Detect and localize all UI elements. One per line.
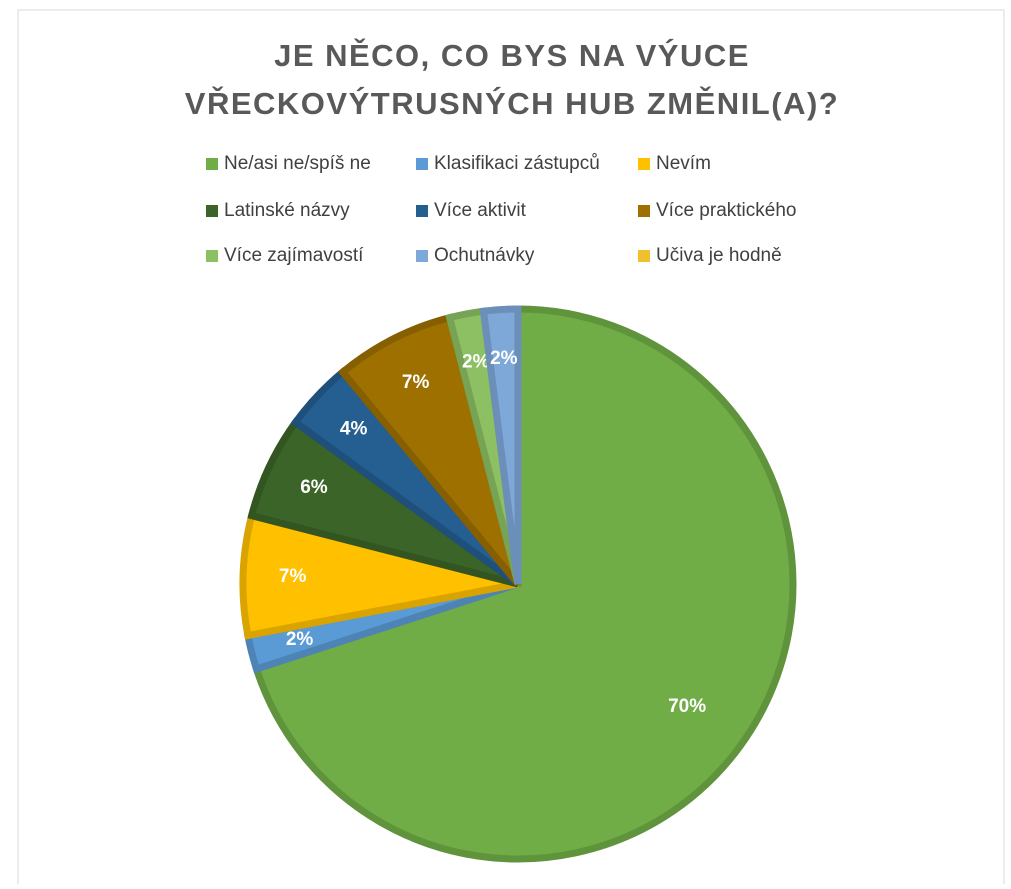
legend-swatch: [638, 205, 650, 217]
legend-label: Nevím: [656, 153, 711, 174]
legend-label: Ne/asi ne/spíš ne: [224, 153, 371, 174]
data-label: 2%: [462, 352, 490, 373]
data-label: 7%: [279, 566, 307, 587]
legend-swatch: [638, 250, 650, 262]
legend-label: Více aktivit: [434, 200, 527, 221]
legend-swatch: [416, 250, 428, 262]
data-label: 6%: [300, 477, 328, 498]
legend-swatch: [206, 205, 218, 217]
legend-label: Více zajímavostí: [224, 245, 364, 266]
data-label: 7%: [402, 372, 430, 393]
legend-label: Klasifikaci zástupců: [434, 153, 600, 174]
data-label: 4%: [340, 419, 368, 440]
data-label: 2%: [286, 629, 314, 650]
legend-label: Latinské názvy: [224, 200, 350, 221]
data-label: 2%: [490, 348, 518, 369]
pie-slice: [252, 305, 797, 863]
legend-label: Více praktického: [656, 200, 796, 221]
legend-swatch: [638, 158, 650, 170]
data-label: 70%: [668, 696, 706, 717]
legend-label: Učiva je hodně: [656, 245, 782, 266]
chart-title: JE NĚCO, CO BYS NA VÝUCE VŘECKOVÝTRUSNÝCH…: [185, 37, 839, 121]
legend-swatch: [416, 205, 428, 217]
pie-slice: [479, 305, 522, 585]
legend-swatch: [206, 250, 218, 262]
legend-swatch: [416, 158, 428, 170]
legend-swatch: [206, 158, 218, 170]
legend-label: Ochutnávky: [434, 245, 535, 266]
